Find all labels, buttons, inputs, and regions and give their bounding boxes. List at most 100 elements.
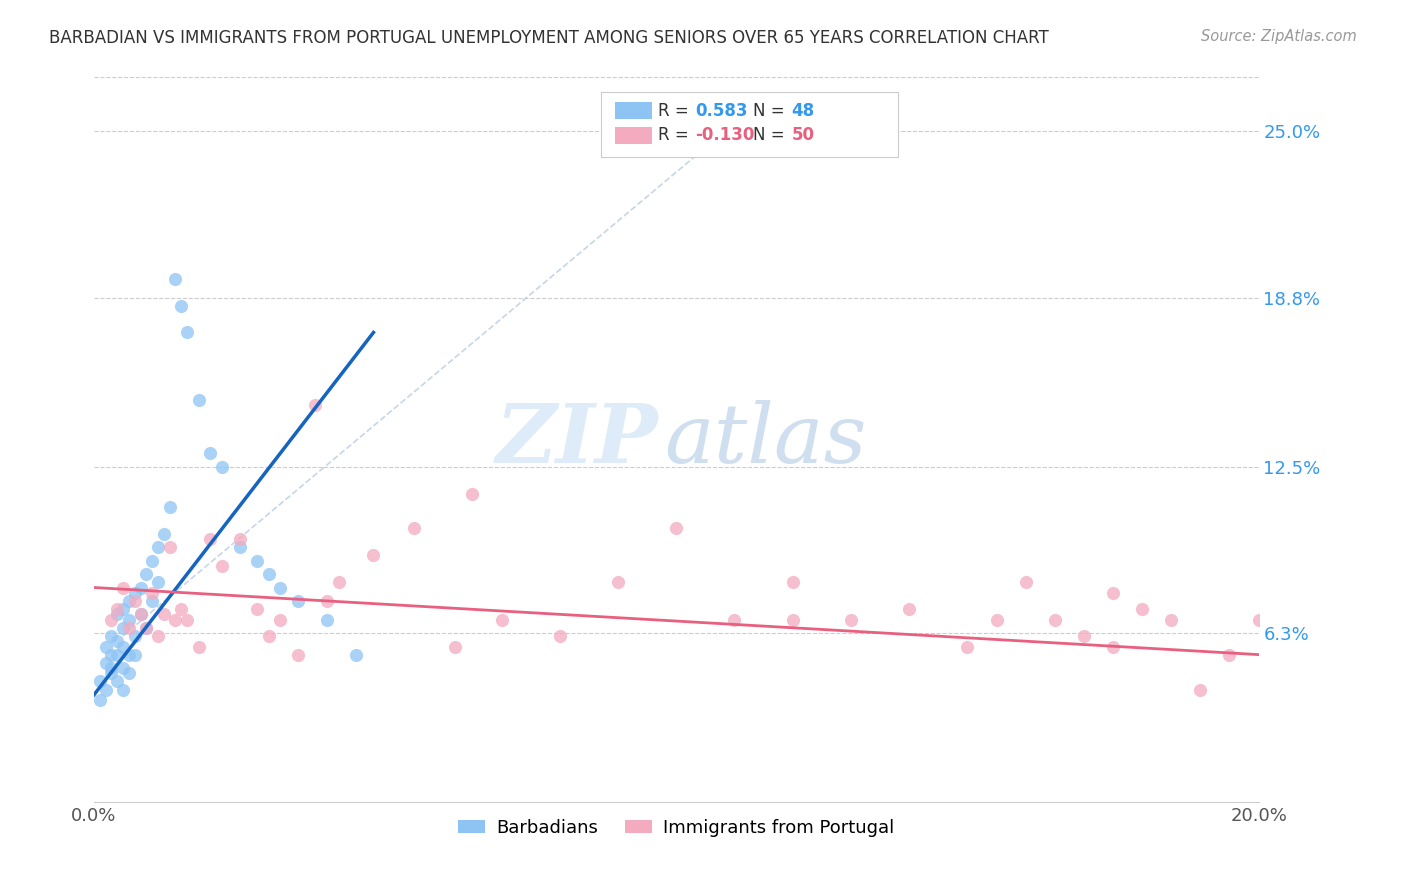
FancyBboxPatch shape bbox=[614, 127, 652, 145]
Point bbox=[112, 682, 135, 697]
Point bbox=[782, 613, 804, 627]
Point bbox=[94, 682, 117, 697]
Point bbox=[146, 540, 169, 554]
Point bbox=[100, 648, 122, 662]
Point bbox=[118, 666, 141, 681]
Point bbox=[1102, 640, 1125, 654]
Point bbox=[89, 674, 111, 689]
Point bbox=[105, 607, 128, 622]
Text: N =: N = bbox=[754, 127, 790, 145]
Point bbox=[112, 581, 135, 595]
Point bbox=[607, 575, 630, 590]
Point bbox=[94, 640, 117, 654]
Point bbox=[170, 299, 193, 313]
Point bbox=[344, 648, 367, 662]
Point bbox=[246, 554, 269, 568]
Point bbox=[782, 575, 804, 590]
Text: -0.130: -0.130 bbox=[695, 127, 754, 145]
Point bbox=[118, 594, 141, 608]
Point bbox=[170, 602, 193, 616]
Legend: Barbadians, Immigrants from Portugal: Barbadians, Immigrants from Portugal bbox=[451, 812, 901, 844]
Point bbox=[141, 594, 163, 608]
Point bbox=[315, 594, 337, 608]
Point bbox=[304, 398, 326, 412]
Point bbox=[1130, 602, 1153, 616]
Point bbox=[129, 607, 152, 622]
Text: N =: N = bbox=[754, 102, 790, 120]
Point bbox=[165, 272, 187, 286]
Point bbox=[269, 613, 291, 627]
Point bbox=[165, 613, 187, 627]
Point bbox=[89, 693, 111, 707]
Text: 0.583: 0.583 bbox=[695, 102, 748, 120]
Point bbox=[105, 602, 128, 616]
Point bbox=[105, 648, 128, 662]
Point bbox=[112, 602, 135, 616]
Point bbox=[118, 613, 141, 627]
Point bbox=[491, 613, 513, 627]
Point bbox=[124, 594, 146, 608]
Point bbox=[404, 521, 426, 535]
Point bbox=[129, 607, 152, 622]
Point bbox=[898, 602, 921, 616]
Point bbox=[124, 648, 146, 662]
Point bbox=[839, 613, 862, 627]
Point bbox=[94, 656, 117, 670]
Point bbox=[100, 629, 122, 643]
Point bbox=[124, 586, 146, 600]
Text: 48: 48 bbox=[792, 102, 814, 120]
Point bbox=[129, 581, 152, 595]
Text: 50: 50 bbox=[792, 127, 814, 145]
Point bbox=[112, 640, 135, 654]
Point bbox=[1043, 613, 1066, 627]
Point bbox=[228, 532, 250, 546]
Text: ZIP: ZIP bbox=[496, 400, 659, 480]
Point bbox=[146, 629, 169, 643]
Point bbox=[257, 567, 280, 582]
Point bbox=[135, 567, 157, 582]
Point bbox=[100, 613, 122, 627]
Point bbox=[176, 326, 198, 340]
Point bbox=[105, 674, 128, 689]
Point bbox=[211, 559, 233, 574]
Point bbox=[665, 521, 688, 535]
Point bbox=[1189, 682, 1212, 697]
Point bbox=[118, 621, 141, 635]
Point bbox=[1160, 613, 1182, 627]
Point bbox=[176, 613, 198, 627]
Point bbox=[228, 540, 250, 554]
Point bbox=[548, 629, 571, 643]
Point bbox=[1014, 575, 1036, 590]
Point bbox=[141, 586, 163, 600]
Point bbox=[200, 532, 222, 546]
Point bbox=[100, 666, 122, 681]
Point bbox=[211, 459, 233, 474]
Point bbox=[159, 500, 181, 514]
Point bbox=[986, 613, 1008, 627]
Point bbox=[105, 634, 128, 648]
Point bbox=[141, 554, 163, 568]
Point bbox=[146, 575, 169, 590]
FancyBboxPatch shape bbox=[614, 102, 652, 120]
Point bbox=[287, 648, 309, 662]
Text: R =: R = bbox=[658, 127, 693, 145]
Point bbox=[118, 648, 141, 662]
Point bbox=[246, 602, 269, 616]
Point bbox=[187, 392, 209, 407]
Text: atlas: atlas bbox=[665, 400, 868, 480]
Point bbox=[1247, 613, 1270, 627]
Point bbox=[461, 486, 484, 500]
Point bbox=[112, 621, 135, 635]
Point bbox=[315, 613, 337, 627]
Point bbox=[1102, 586, 1125, 600]
Point bbox=[135, 621, 157, 635]
Point bbox=[257, 629, 280, 643]
Point bbox=[153, 526, 176, 541]
Point bbox=[100, 661, 122, 675]
Point bbox=[363, 549, 385, 563]
Point bbox=[112, 661, 135, 675]
FancyBboxPatch shape bbox=[600, 92, 897, 157]
Point bbox=[200, 446, 222, 460]
Text: BARBADIAN VS IMMIGRANTS FROM PORTUGAL UNEMPLOYMENT AMONG SENIORS OVER 65 YEARS C: BARBADIAN VS IMMIGRANTS FROM PORTUGAL UN… bbox=[49, 29, 1049, 46]
Text: R =: R = bbox=[658, 102, 693, 120]
